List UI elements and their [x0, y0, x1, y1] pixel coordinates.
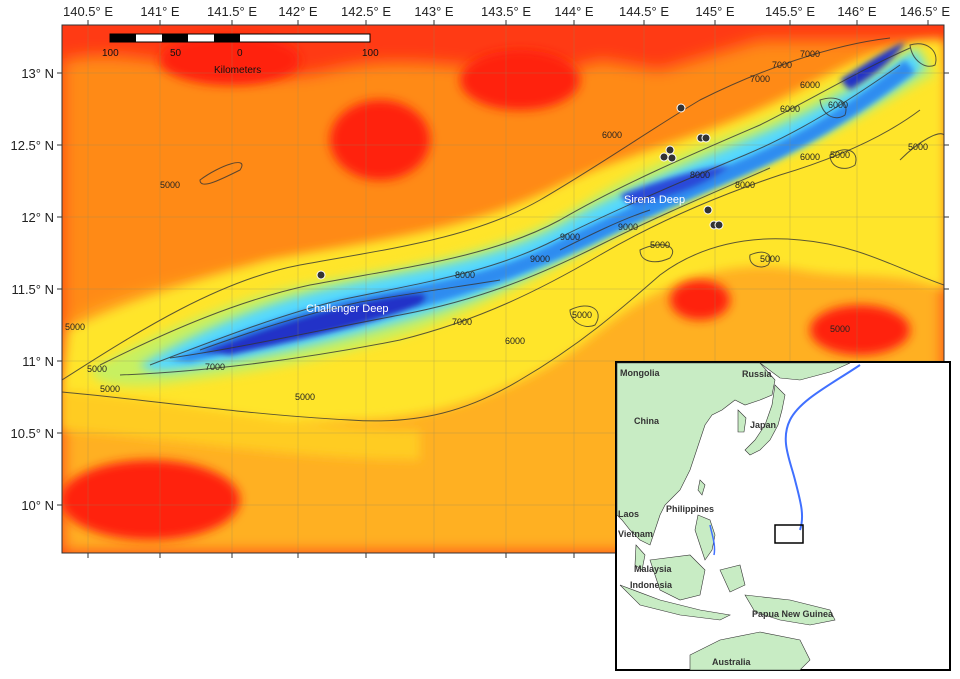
- contour-label: 6000: [780, 104, 800, 114]
- contour-label: 5000: [100, 384, 120, 394]
- sirena-deep-label: Sirena Deep: [624, 194, 685, 206]
- inset-label-philippines: Philippines: [666, 504, 714, 514]
- inset-trench-line: [784, 364, 861, 531]
- contour-label: 9000: [560, 232, 580, 242]
- contour-label: 7000: [452, 317, 472, 327]
- station-dot: [665, 145, 675, 155]
- lat-tick-label: 12.5° N: [10, 138, 54, 153]
- contour-label: 5000: [87, 364, 107, 374]
- contour-lines: [62, 37, 944, 422]
- contour-label: 7000: [750, 74, 770, 84]
- lat-tick-label: 13° N: [21, 66, 54, 81]
- station-dot: [667, 153, 677, 163]
- inset-label-laos: Laos: [618, 509, 639, 519]
- lon-tick-label: 141.5° E: [207, 4, 257, 19]
- lat-tick-label: 10.5° N: [10, 426, 54, 441]
- contour-label: 6000: [828, 100, 848, 110]
- challenger-deep-label: Challenger Deep: [306, 303, 389, 315]
- longitude-labels: 140.5° E 141° E 141.5° E 142° E 142.5° E…: [63, 4, 950, 19]
- lon-tick-label: 141° E: [140, 4, 180, 19]
- inset-map[interactable]: Mongolia Russia China Japan Philippines …: [615, 361, 951, 671]
- contour-label: 7000: [800, 49, 820, 59]
- contour-label: 6000: [602, 130, 622, 140]
- inset-label-mongolia: Mongolia: [620, 368, 660, 378]
- lon-tick-label: 145° E: [695, 4, 735, 19]
- station-dot: [714, 220, 724, 230]
- station-dot: [316, 270, 326, 280]
- contour-label: 9000: [618, 222, 638, 232]
- inset-trench-line-2: [709, 524, 716, 556]
- tick-marks: [57, 20, 949, 558]
- lat-tick-label: 12° N: [21, 210, 54, 225]
- scale-tick: 50: [170, 48, 182, 59]
- contour-label: 5000: [830, 324, 850, 334]
- inset-label-japan: Japan: [750, 420, 776, 430]
- lon-tick-label: 144.5° E: [619, 4, 669, 19]
- red-spots: [62, 35, 910, 540]
- inset-label-australia: Australia: [712, 657, 752, 667]
- lon-tick-label: 146° E: [837, 4, 877, 19]
- study-area-box: [774, 524, 804, 544]
- contour-label: 8000: [455, 270, 475, 280]
- contour-label: 5000: [830, 150, 850, 160]
- latitude-labels: 13° N 12.5° N 12° N 11.5° N 11° N 10.5° …: [10, 66, 54, 513]
- lon-tick-label: 143.5° E: [481, 4, 531, 19]
- lon-tick-label: 142° E: [278, 4, 318, 19]
- lat-tick-label: 11° N: [22, 354, 54, 369]
- contour-label: 5000: [295, 392, 315, 402]
- station-dot: [701, 133, 711, 143]
- contour-label: 6000: [505, 336, 525, 346]
- contour-label: 9000: [530, 254, 550, 264]
- lon-tick-label: 144° E: [554, 4, 594, 19]
- contour-label: 5000: [160, 180, 180, 190]
- lat-tick-label: 11.5° N: [11, 282, 54, 297]
- scale-tick: 100: [362, 48, 379, 59]
- contour-label: 5000: [760, 254, 780, 264]
- inset-label-indonesia: Indonesia: [630, 580, 673, 590]
- lat-tick-label: 10° N: [21, 498, 54, 513]
- station-dot: [676, 103, 686, 113]
- contour-label: 8000: [735, 180, 755, 190]
- lon-tick-label: 145.5° E: [765, 4, 815, 19]
- scale-tick: 100: [102, 48, 119, 59]
- contour-label: 5000: [65, 322, 85, 332]
- contour-label: 6000: [800, 152, 820, 162]
- inset-label-malaysia: Malaysia: [634, 564, 673, 574]
- contour-label: 6000: [800, 80, 820, 90]
- inset-label-png: Papua New Guinea: [752, 609, 834, 619]
- inset-label-vietnam: Vietnam: [618, 529, 653, 539]
- contour-label: 5000: [572, 310, 592, 320]
- contour-label: 5000: [650, 240, 670, 250]
- sample-stations: [316, 103, 724, 280]
- inset-label-china: China: [634, 416, 660, 426]
- inset-label-russia: Russia: [742, 369, 773, 379]
- scale-unit: Kilometers: [214, 65, 261, 76]
- station-dot: [703, 205, 713, 215]
- scale-bar: 100 50 0 100 Kilometers: [102, 33, 379, 76]
- contour-label: 7000: [205, 362, 225, 372]
- lon-tick-label: 142.5° E: [341, 4, 391, 19]
- lon-tick-label: 140.5° E: [63, 4, 113, 19]
- contour-label: 8000: [690, 170, 710, 180]
- contour-label: 7000: [772, 60, 792, 70]
- trench-cyan: [140, 50, 925, 372]
- lon-tick-label: 143° E: [414, 4, 454, 19]
- scale-tick: 0: [237, 48, 243, 59]
- lon-tick-label: 146.5° E: [900, 4, 950, 19]
- contour-label: 5000: [908, 142, 928, 152]
- station-dot: [659, 152, 669, 162]
